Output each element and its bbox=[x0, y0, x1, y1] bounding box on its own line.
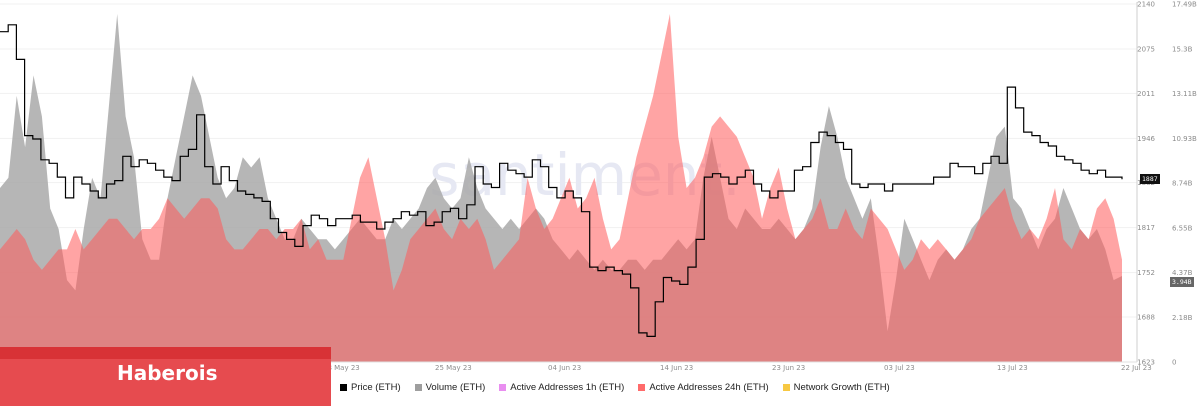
price-tick-label: 1623 bbox=[1137, 359, 1155, 367]
brand-banner: Haberois bbox=[0, 347, 331, 406]
price-tick-label: 1817 bbox=[1137, 224, 1155, 232]
volume-tick-label: 6.55B bbox=[1172, 224, 1193, 232]
legend-item-volume[interactable]: Volume (ETH) bbox=[414, 382, 486, 393]
legend-label: Active Addresses 24h (ETH) bbox=[649, 382, 769, 393]
series-layer bbox=[0, 14, 1123, 362]
x-tick-label: 18 May 23 bbox=[323, 364, 360, 372]
current-volume-label: 3.94B bbox=[1172, 278, 1192, 286]
legend-label: Price (ETH) bbox=[351, 382, 401, 393]
x-tick-label: 25 May 23 bbox=[435, 364, 472, 372]
x-tick-label: 03 Jul 23 bbox=[884, 364, 915, 372]
volume-tick-label: 2.18B bbox=[1172, 314, 1193, 322]
volume-tick-label: 0 bbox=[1172, 359, 1176, 367]
price-tick-label: 2075 bbox=[1137, 46, 1155, 54]
price-tick-label: 1688 bbox=[1137, 313, 1155, 321]
banner-stripe bbox=[0, 347, 331, 359]
price-tick-label: 1752 bbox=[1137, 269, 1155, 277]
legend-item-active-addresses-1h[interactable]: Active Addresses 1h (ETH) bbox=[499, 382, 624, 393]
legend-label: Active Addresses 1h (ETH) bbox=[510, 382, 625, 393]
x-tick-label: 22 Jul 23 bbox=[1121, 364, 1152, 372]
volume-tick-label: 8.74B bbox=[1172, 180, 1193, 188]
legend-item-price[interactable]: Price (ETH) bbox=[340, 382, 401, 393]
current-price-label: 1887 bbox=[1142, 175, 1158, 184]
legend: Price (ETH) Volume (ETH) Active Addresse… bbox=[340, 382, 890, 393]
current-volume-badge: 3.94B bbox=[1170, 277, 1194, 287]
x-tick-label: 14 Jun 23 bbox=[660, 364, 693, 372]
legend-swatch bbox=[499, 384, 507, 391]
volume-tick-label: 4.37B bbox=[1172, 269, 1193, 277]
volume-tick-label: 17.49B bbox=[1172, 1, 1197, 9]
price-tick-label: 2011 bbox=[1137, 90, 1155, 98]
price-tick-label: 2140 bbox=[1137, 1, 1155, 9]
legend-label: Network Growth (ETH) bbox=[793, 382, 890, 393]
legend-item-network-growth[interactable]: Network Growth (ETH) bbox=[782, 382, 890, 393]
legend-swatch bbox=[414, 384, 422, 391]
current-price-badge: 1887 bbox=[1140, 174, 1160, 185]
x-tick-label: 23 Jun 23 bbox=[772, 364, 805, 372]
x-tick-label: 04 Jun 23 bbox=[548, 364, 581, 372]
legend-swatch bbox=[782, 384, 790, 391]
volume-tick-label: 10.93B bbox=[1172, 135, 1197, 143]
price-line bbox=[0, 24, 1123, 337]
price-tick-label: 1946 bbox=[1137, 135, 1155, 143]
legend-swatch bbox=[340, 384, 347, 391]
volume-tick-label: 15.3B bbox=[1172, 45, 1193, 53]
active-addresses-24h-area bbox=[0, 14, 1122, 362]
volume-tick-label: 13.11B bbox=[1172, 90, 1197, 98]
legend-label: Volume (ETH) bbox=[425, 382, 486, 393]
volume-axis-ticks: 0 2.18B 4.37B 6.55B 8.74B 10.93B 13.11B 15.3B 17… bbox=[1172, 1, 1197, 367]
brand-banner-text: Haberois bbox=[117, 361, 218, 385]
legend-swatch bbox=[638, 384, 646, 391]
x-tick-label: 13 Jul 23 bbox=[997, 364, 1028, 372]
legend-item-active-addresses-24h[interactable]: Active Addresses 24h (ETH) bbox=[638, 382, 769, 393]
